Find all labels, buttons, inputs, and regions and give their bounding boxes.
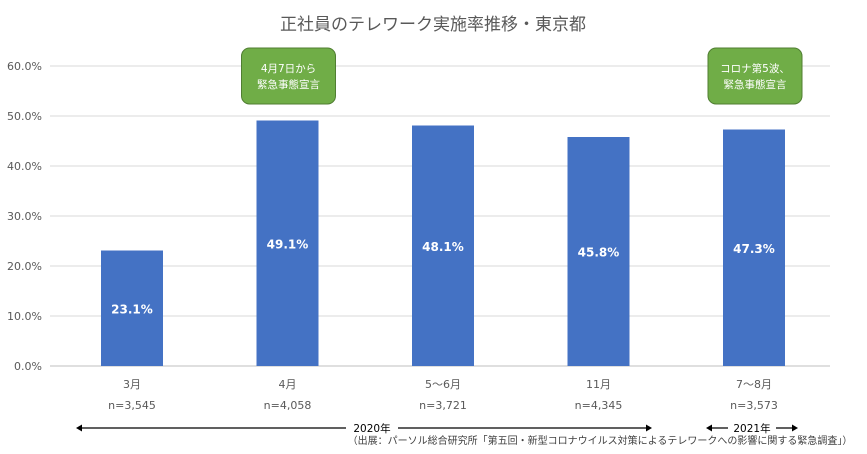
y-tick-label: 40.0% — [7, 160, 42, 173]
bar-value-label: 49.1% — [267, 237, 309, 251]
bar-value-label: 48.1% — [422, 240, 464, 254]
y-tick-label: 20.0% — [7, 260, 42, 273]
bars: 23.1% 49.1% 48.1% 45.8% 47.3% — [101, 120, 785, 366]
bar — [412, 125, 474, 366]
sample-size-label: n=3,545 — [108, 399, 156, 412]
y-tick-label: 10.0% — [7, 310, 42, 323]
y-tick-label: 0.0% — [14, 360, 42, 373]
sample-size-label: n=4,345 — [575, 399, 623, 412]
bar-value-label: 45.8% — [578, 246, 620, 260]
bar — [567, 137, 630, 366]
bar-value-label: 23.1% — [111, 302, 153, 316]
bar — [256, 120, 319, 366]
x-tick-label: 4月 — [279, 378, 297, 391]
year-spans: 2020年 2021年 — [76, 422, 798, 435]
sample-size-label: n=4,058 — [264, 399, 312, 412]
chart-title: 正社員のテレワーク実施率推移・東京都 — [280, 15, 586, 35]
year-label: 2021年 — [733, 422, 770, 435]
x-axis: 3月 n=3,545 4月 n=4,058 5〜6月 n=3,721 11月 n=4,345 7… — [108, 378, 778, 412]
bar — [723, 129, 785, 366]
bar-value-label: 47.3% — [733, 242, 775, 256]
x-tick-label: 5〜6月 — [425, 378, 461, 391]
callout-text: コロナ第5波、 — [720, 62, 790, 75]
year-label: 2020年 — [353, 422, 390, 435]
sample-size-label: n=3,573 — [730, 399, 778, 412]
year-span: 2021年 — [706, 422, 798, 435]
x-tick-label: 3月 — [123, 378, 141, 391]
y-tick-label: 60.0% — [7, 60, 42, 73]
callout-text: 4月7日から — [261, 63, 316, 75]
x-tick-label: 11月 — [586, 378, 611, 391]
year-span: 2020年 — [76, 422, 652, 435]
y-tick-label: 30.0% — [7, 210, 42, 223]
callout-text: 緊急事態宣言 — [257, 78, 320, 91]
sample-size-label: n=3,721 — [419, 399, 467, 412]
source-note: （出展：パーソル総合研究所「第五回・新型コロナウイルス対策によるテレワークへの影… — [348, 434, 853, 447]
bar — [101, 250, 163, 366]
y-tick-label: 50.0% — [7, 110, 42, 123]
x-tick-label: 7〜8月 — [736, 378, 772, 391]
callout-box: コロナ第5波、緊急事態宣言 — [707, 47, 803, 105]
y-axis: 0.0% 10.0% 20.0% 30.0% 40.0% 50.0% 60.0% — [7, 60, 42, 373]
callout-text: 緊急事態宣言 — [724, 78, 787, 91]
